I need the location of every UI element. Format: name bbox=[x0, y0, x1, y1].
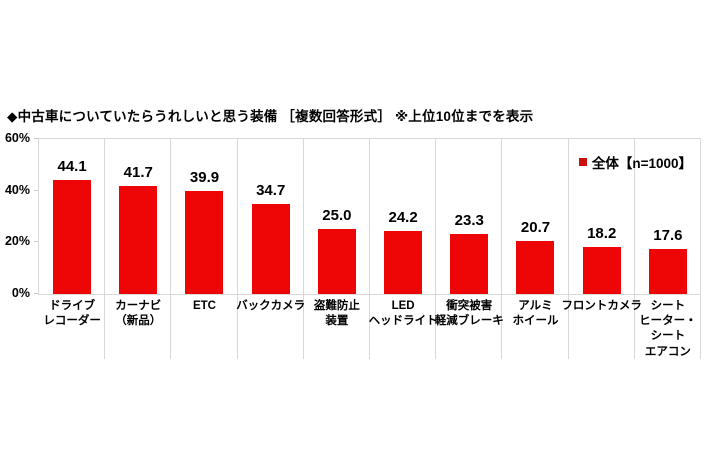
bar-value-label: 39.9 bbox=[189, 168, 220, 186]
legend: 全体【n=1000】 bbox=[578, 152, 692, 172]
category-label: ドライブ レコーダー bbox=[43, 300, 101, 328]
bar bbox=[516, 240, 555, 294]
legend-label: 全体【n=1000】 bbox=[591, 156, 692, 171]
bar-column: 44.1 ドライブ レコーダー bbox=[39, 138, 106, 359]
bar-column: 17.6 シート ヒーター・ シート エアコン bbox=[635, 138, 701, 359]
category-label: カーナビ （新品） bbox=[115, 300, 162, 328]
category-label: LED ヘッドライト bbox=[368, 300, 438, 328]
bar-column: 34.7 バックカメラ bbox=[236, 138, 305, 359]
bar-value-label: 18.2 bbox=[587, 224, 617, 242]
bar bbox=[251, 204, 290, 294]
bar-value-label: 41.7 bbox=[123, 164, 153, 182]
bar-column: 39.9 ETC bbox=[171, 138, 238, 359]
y-tick-mark bbox=[34, 293, 38, 294]
bar-value-label: 24.2 bbox=[388, 209, 418, 227]
y-tick-label: 20% bbox=[4, 234, 30, 249]
category-separator-line bbox=[104, 138, 106, 359]
bar bbox=[450, 233, 489, 294]
category-separator-line bbox=[633, 138, 635, 359]
bar-value-label: 34.7 bbox=[256, 182, 286, 200]
category-label: シート ヒーター・ シート エアコン bbox=[639, 300, 697, 358]
category-label: 衝突被害 軽減ブレーキ bbox=[434, 300, 504, 328]
y-tick-label: 0% bbox=[11, 286, 30, 300]
bar-column: 18.2 フロントカメラ bbox=[561, 138, 642, 359]
bar-value-label: 25.0 bbox=[322, 207, 352, 225]
category-label: ETC bbox=[192, 300, 216, 312]
bar-column: 20.7 アルミ ホイール bbox=[502, 138, 569, 359]
category-separator-line bbox=[170, 138, 172, 359]
category-label: バックカメラ bbox=[236, 300, 306, 312]
bar bbox=[582, 246, 621, 294]
y-tick-mark bbox=[34, 241, 38, 243]
y-tick-label: 40% bbox=[4, 182, 30, 197]
legend-marker-icon bbox=[578, 158, 587, 166]
bar bbox=[185, 190, 224, 294]
bar-value-label: 44.1 bbox=[57, 158, 87, 176]
bar-column: 23.3 衝突被害 軽減ブレーキ bbox=[435, 138, 504, 359]
bar bbox=[53, 180, 92, 294]
bar bbox=[648, 248, 687, 294]
bar bbox=[119, 186, 158, 294]
category-separator-line bbox=[435, 138, 437, 359]
y-tick-label: 60% bbox=[4, 131, 30, 145]
bar-value-label: 23.3 bbox=[454, 211, 484, 229]
category-label: 盗難防止 装置 bbox=[313, 300, 360, 328]
category-separator-line bbox=[236, 138, 238, 359]
bar-value-label: 17.6 bbox=[653, 226, 683, 244]
chart-title: ◆中古車についていたらうれしいと思う装備 ［複数回答形式］ ※上位10位までを表… bbox=[7, 109, 534, 124]
category-separator-line bbox=[302, 138, 304, 359]
category-separator-line bbox=[699, 138, 701, 359]
bar-column: 24.2 LED ヘッドライト bbox=[369, 138, 438, 359]
y-tick-mark bbox=[34, 189, 38, 191]
plot-area: 44.1 ドライブ レコーダー 41.7 カーナビ （新品） 39.9 ETC 34.7 バッ… bbox=[38, 138, 701, 359]
category-separator-line bbox=[501, 138, 503, 359]
category-separator-line bbox=[368, 138, 370, 359]
bar-column: 41.7 カーナビ （新品） bbox=[105, 138, 172, 359]
bar bbox=[317, 229, 356, 294]
category-label: アルミ ホイール bbox=[512, 300, 559, 328]
category-separator-line bbox=[567, 138, 569, 359]
bar-value-label: 20.7 bbox=[520, 218, 551, 236]
category-label: フロントカメラ bbox=[561, 300, 642, 312]
bar bbox=[384, 231, 423, 294]
y-axis: 60% 40% 20% 0% bbox=[0, 131, 33, 300]
y-tick-mark bbox=[34, 138, 38, 139]
bar-column: 25.0 盗難防止 装置 bbox=[304, 138, 370, 359]
